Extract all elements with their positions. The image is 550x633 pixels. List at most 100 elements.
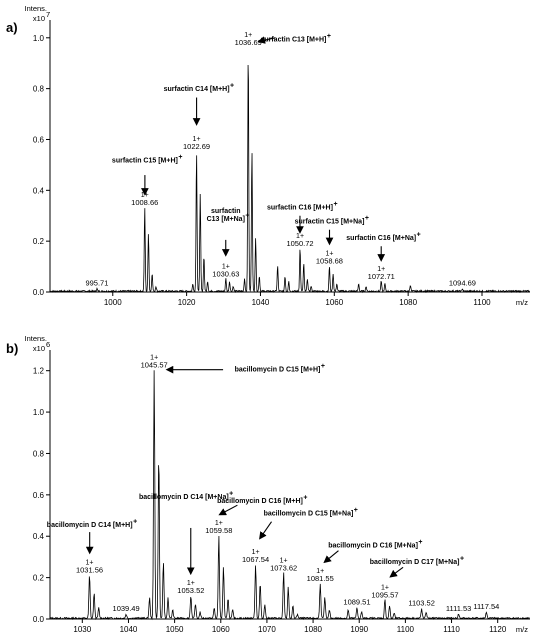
annotation-superscript-b: + <box>229 490 233 497</box>
peak-charge-b: 1+ <box>187 580 195 587</box>
x-tick-label-a: 1040 <box>252 298 270 307</box>
y-tick-label-b: 1.2 <box>33 367 45 376</box>
x-tick-label-b: 1090 <box>350 625 368 633</box>
annotation-arrow-b <box>259 521 272 540</box>
annotation-superscript-b: + <box>133 518 137 525</box>
peak-label-a: 995.71 <box>85 278 108 287</box>
x-tick-label-b: 1110 <box>443 625 460 633</box>
x-tick-label-a: 1060 <box>325 298 343 307</box>
y-tick-label-b: 0.0 <box>33 615 45 624</box>
peak-label-b: 1045.57 <box>141 361 168 370</box>
annotation-superscript-a: + <box>333 201 337 208</box>
peak-charge-b: 1+ <box>252 549 260 556</box>
peak-charge-a: 1+ <box>325 251 333 258</box>
annotation-arrow-b <box>323 550 339 564</box>
peak-charge-b: 1+ <box>280 557 288 564</box>
peak-label-a: 1036.69 <box>235 38 262 47</box>
y-axis-title-a: Intens. <box>24 4 47 13</box>
peak-charge-a: 1+ <box>296 233 304 240</box>
x-axis-title-a: m/z <box>516 298 528 307</box>
peak-charge-a: 1+ <box>222 263 230 270</box>
annotation-a: surfactin <box>211 208 241 215</box>
peak-label-b: 1081.55 <box>307 574 334 583</box>
y-tick-label-b: 0.4 <box>33 532 45 541</box>
peak-label-a: 1058.68 <box>316 257 343 266</box>
annotation-superscript-a: + <box>245 212 249 219</box>
y-tick-label-a: 0.6 <box>33 135 45 144</box>
y-multiplier-a: x10 <box>33 14 45 23</box>
peak-label-b: 1031.56 <box>76 566 103 575</box>
annotation-superscript-b: + <box>321 363 325 370</box>
peak-charge-b: 1+ <box>86 560 94 567</box>
annotation-superscript-a: + <box>230 83 234 90</box>
annotation-b: bacillomycin D C17 [M+Na] <box>370 559 460 566</box>
y-tick-label-a: 0.0 <box>33 288 45 297</box>
annotation-b: bacillomycin D C15 [M+Na] <box>264 511 354 518</box>
peak-charge-a: 1+ <box>244 32 252 39</box>
peak-label-b: 1073.62 <box>270 563 297 572</box>
annotation-arrow-b <box>218 504 238 516</box>
spectrum-panel-b: b) Intens.x10 6 0.0 0.2 0.4 0.6 0.8 1.0 1.2 1030 10… <box>6 334 530 633</box>
peak-label-a: 1008.66 <box>131 198 158 207</box>
peak-label-b: 1117.54 <box>473 602 499 611</box>
y-tick-label-b: 0.8 <box>33 449 45 458</box>
x-tick-label-b: 1080 <box>304 625 322 633</box>
peak-label-a: 1050.72 <box>286 239 313 248</box>
peak-charge-a: 1+ <box>377 266 385 273</box>
annotation-a: surfactin C15 [M+Na] <box>295 218 365 225</box>
x-tick-label-b: 1060 <box>212 625 230 633</box>
peak-label-b: 1089.51 <box>343 598 370 607</box>
x-tick-label-a: 1080 <box>399 298 417 307</box>
peak-label-b: 1095.57 <box>371 590 398 599</box>
annotation-superscript-b: + <box>354 507 358 514</box>
peak-label-a: 1022.69 <box>183 142 210 151</box>
annotation-b: bacillomycin D C16 [M+H] <box>217 498 303 505</box>
peak-charge-a: 1+ <box>193 136 201 143</box>
annotation-b: bacillomycin D C14 [M+Na] <box>139 494 229 501</box>
spectrum-trace-a <box>49 64 531 294</box>
peak-label-a: 1094.69 <box>449 278 476 287</box>
peak-charge-b: 1+ <box>215 520 223 527</box>
y-axis-title-b: Intens. <box>24 334 47 343</box>
y-multiplier-exponent-b: 6 <box>46 340 50 349</box>
annotation-a: surfactin C14 [M+H] <box>164 86 230 93</box>
annotation-superscript-a: + <box>327 33 331 40</box>
y-tick-label-a: 1.0 <box>33 34 45 43</box>
peak-charge-b: 1+ <box>381 584 389 591</box>
annotation-b: bacillomycin D C16 [M+Na] <box>328 543 418 550</box>
annotation-superscript-a: + <box>365 215 369 222</box>
y-tick-label-b: 0.6 <box>33 491 45 500</box>
annotation-a: surfactin C16 [M+H] <box>267 204 333 211</box>
y-tick-label-a: 0.4 <box>33 186 45 195</box>
annotation-superscript-b: + <box>303 495 307 502</box>
x-tick-label-b: 1120 <box>489 625 507 633</box>
annotation-a: C13 [M+Na] <box>207 216 245 223</box>
y-tick-label-a: 0.8 <box>33 85 45 94</box>
y-tick-label-b: 1.0 <box>33 408 45 417</box>
y-multiplier-b: x10 <box>33 344 45 353</box>
panel-label-b: b) <box>6 341 18 356</box>
annotation-superscript-a: + <box>178 154 182 161</box>
x-tick-label-b: 1100 <box>397 625 415 633</box>
x-tick-label-a: 1100 <box>473 298 491 307</box>
x-tick-label-b: 1070 <box>258 625 276 633</box>
panel-label-a: a) <box>6 20 18 35</box>
y-multiplier-exponent-a: 7 <box>46 10 50 19</box>
spectrum-trace-b <box>49 370 530 621</box>
peak-label-b: 1067.54 <box>242 555 269 564</box>
annotation-b: bacillomycin D C14 [M+H] <box>47 522 133 529</box>
peak-label-b: 1039.49 <box>113 604 140 613</box>
spectrum-panel-a: a) Intens.x10 7 0.0 0.2 0.4 0.6 0.8 1.0 1000 1020 1… <box>6 4 531 307</box>
peak-label-a: 1072.71 <box>368 272 395 281</box>
x-tick-label-b: 1040 <box>120 625 138 633</box>
x-tick-label-b: 1030 <box>73 625 91 633</box>
peak-label-b: 1053.52 <box>177 586 204 595</box>
annotation-superscript-b: + <box>460 556 464 563</box>
annotation-a: surfactin C15 [M+H] <box>112 157 178 164</box>
annotation-arrow-a <box>257 36 276 44</box>
x-tick-label-b: 1050 <box>166 625 184 633</box>
x-tick-label-a: 1000 <box>104 298 122 307</box>
annotation-a: surfactin C13 [M+H] <box>260 37 326 44</box>
annotation-a: surfactin C16 [M+Na] <box>346 235 416 242</box>
